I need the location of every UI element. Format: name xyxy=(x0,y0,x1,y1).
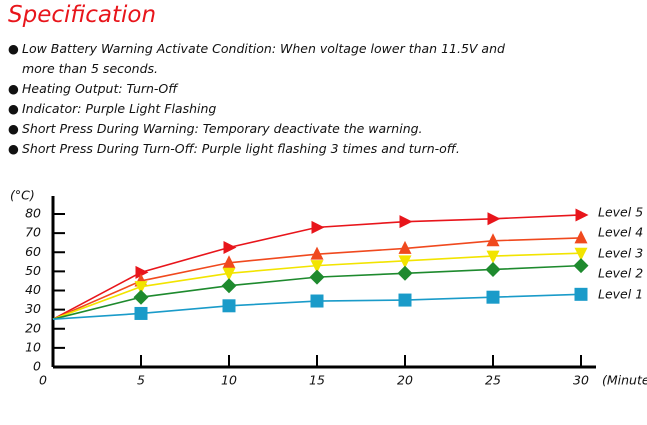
marker xyxy=(486,250,500,264)
y-tick-label: 60 xyxy=(25,244,41,259)
marker xyxy=(487,212,501,226)
page-title: Specification xyxy=(8,2,157,28)
legend-label: Level 5 xyxy=(598,205,643,220)
marker xyxy=(486,233,500,247)
marker xyxy=(399,215,413,229)
marker xyxy=(133,289,149,305)
legend-label: Level 3 xyxy=(598,246,643,261)
y-tick-label: 20 xyxy=(25,320,41,335)
y-tick-label: 0 xyxy=(33,359,41,374)
marker xyxy=(134,306,148,320)
marker xyxy=(311,220,325,234)
bullet-dot: ● xyxy=(8,121,19,136)
y-axis-label: (°C) xyxy=(10,188,35,203)
bullet-list: ● Low Battery Warning Activate Condition:… xyxy=(8,39,508,159)
marker xyxy=(485,261,501,277)
x-tick-label: 0 xyxy=(39,373,47,388)
bullet-dot: ● xyxy=(8,41,19,56)
x-tick-label: 30 xyxy=(573,373,589,388)
bullet-text: Short Press During Warning: Temporary de… xyxy=(22,121,423,136)
bullet-dot: ● xyxy=(8,101,19,116)
marker xyxy=(309,269,325,285)
marker xyxy=(134,281,148,295)
bullet: ● Low Battery Warning Activate Condition:… xyxy=(8,39,508,79)
y-tick-label: 40 xyxy=(25,282,41,297)
marker xyxy=(310,294,324,308)
x-tick-label: 10 xyxy=(221,373,237,388)
legend-label: Level 1 xyxy=(598,287,643,302)
bullet-text: Low Battery Warning Activate Condition: … xyxy=(22,41,505,76)
y-tick-label: 50 xyxy=(25,263,41,278)
marker xyxy=(222,255,236,269)
x-tick-label: 15 xyxy=(309,373,325,388)
marker xyxy=(223,240,237,254)
bullet: ● Indicator: Purple Light Flashing xyxy=(8,99,508,119)
marker xyxy=(573,258,589,274)
bullet-dot: ● xyxy=(8,141,19,156)
marker xyxy=(221,278,237,294)
marker xyxy=(310,260,324,274)
marker xyxy=(222,267,236,281)
legend-label: Level 2 xyxy=(598,266,643,281)
x-tick-label: 5 xyxy=(137,373,145,388)
bullet-text: Short Press During Turn-Off: Purple ligh… xyxy=(22,141,460,156)
marker xyxy=(398,255,412,269)
marker xyxy=(398,293,412,307)
bullet-text: Heating Output: Turn-Off xyxy=(22,81,178,96)
marker xyxy=(486,290,500,304)
marker xyxy=(310,246,324,260)
marker xyxy=(398,240,412,254)
x-tick-label: 25 xyxy=(485,373,501,388)
bullet-text: Indicator: Purple Light Flashing xyxy=(22,101,217,116)
marker xyxy=(135,265,149,279)
legend-label: Level 4 xyxy=(598,225,643,240)
marker xyxy=(222,299,236,313)
bullet: ● Heating Output: Turn-Off xyxy=(8,79,508,99)
x-axis-label: (Minutes) xyxy=(602,373,647,388)
marker xyxy=(574,287,588,301)
bullet: ● Short Press During Turn-Off: Purple lig… xyxy=(8,139,508,159)
y-tick-label: 10 xyxy=(25,339,41,354)
y-tick-label: 30 xyxy=(25,301,41,316)
y-tick-label: 80 xyxy=(25,206,41,221)
marker xyxy=(397,265,413,281)
x-tick-label: 20 xyxy=(397,373,413,388)
marker xyxy=(574,247,588,261)
marker xyxy=(575,208,589,222)
marker xyxy=(574,230,588,244)
y-tick-label: 70 xyxy=(25,225,41,240)
bullet: ● Short Press During Warning: Temporary d… xyxy=(8,119,508,139)
bullet-dot: ● xyxy=(8,81,19,96)
